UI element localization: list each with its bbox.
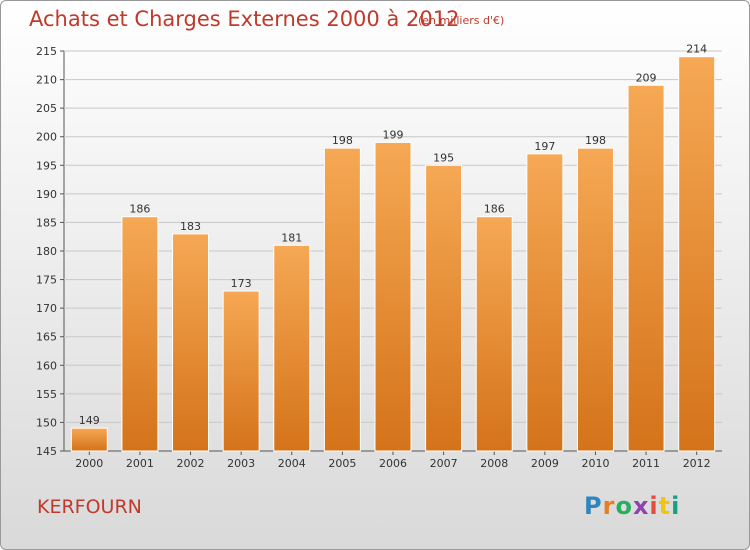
bar-2010 xyxy=(576,147,614,452)
commune-name: KERFOURN xyxy=(37,496,142,518)
x-tick-label-2002: 2002 xyxy=(177,457,205,470)
value-label-2008: 186 xyxy=(484,203,505,216)
bar-2005 xyxy=(323,147,361,452)
y-tick-label: 185 xyxy=(36,216,57,229)
chart-subtitle: (en milliers d'€) xyxy=(418,14,505,27)
y-tick-label: 155 xyxy=(36,388,57,401)
chart-title: Achats et Charges Externes 2000 à 2012 xyxy=(29,7,460,31)
logo-letter: x xyxy=(632,492,650,520)
bar-2003 xyxy=(222,290,260,452)
y-tick-label: 150 xyxy=(36,416,57,429)
logo-letter: t xyxy=(658,492,672,520)
value-label-2004: 181 xyxy=(281,231,302,244)
logo-letter: i xyxy=(649,492,659,520)
x-tick-label-2006: 2006 xyxy=(379,457,407,470)
value-label-2011: 209 xyxy=(636,71,657,84)
x-tick-label-2001: 2001 xyxy=(126,457,154,470)
value-label-2000: 149 xyxy=(79,414,100,427)
value-label-2012: 214 xyxy=(686,43,707,56)
y-tick-label: 165 xyxy=(36,331,57,344)
logo-letter: i xyxy=(671,492,681,520)
proxiti-logo[interactable]: Proxiti xyxy=(584,492,680,520)
x-tick-label-2009: 2009 xyxy=(531,457,559,470)
y-tick-label: 145 xyxy=(36,445,57,458)
x-tick-label-2010: 2010 xyxy=(581,457,609,470)
x-tick-label-2003: 2003 xyxy=(227,457,255,470)
value-label-2007: 195 xyxy=(433,151,454,164)
y-tick-label: 210 xyxy=(36,74,57,87)
bar-2002 xyxy=(172,233,210,452)
bar-2011 xyxy=(627,84,665,452)
bar-2004 xyxy=(273,244,311,452)
bar-2008 xyxy=(475,216,513,452)
x-tick-label-2011: 2011 xyxy=(632,457,660,470)
bar-2000 xyxy=(70,427,108,452)
logo-letter: o xyxy=(615,492,633,520)
y-tick-label: 205 xyxy=(36,102,57,115)
value-label-2010: 198 xyxy=(585,134,606,147)
logo-letter: P xyxy=(584,492,603,520)
x-tick-label-2007: 2007 xyxy=(430,457,458,470)
x-tick-label-2005: 2005 xyxy=(328,457,356,470)
y-tick-label: 195 xyxy=(36,159,57,172)
value-label-2005: 198 xyxy=(332,134,353,147)
bar-2012 xyxy=(678,56,716,452)
x-tick-label-2012: 2012 xyxy=(683,457,711,470)
value-label-2001: 186 xyxy=(129,203,150,216)
bar-2006 xyxy=(374,141,412,452)
x-tick-label-2004: 2004 xyxy=(278,457,306,470)
value-label-2009: 197 xyxy=(534,140,555,153)
bar-2001 xyxy=(121,216,159,452)
y-tick-label: 170 xyxy=(36,302,57,315)
y-tick-label: 200 xyxy=(36,131,57,144)
x-tick-label-2008: 2008 xyxy=(480,457,508,470)
bar-2009 xyxy=(526,153,564,452)
value-label-2003: 173 xyxy=(231,277,252,290)
logo-letter: r xyxy=(602,492,616,520)
y-tick-label: 175 xyxy=(36,274,57,287)
y-tick-label: 215 xyxy=(36,45,57,58)
bar-2007 xyxy=(425,164,463,452)
value-label-2006: 199 xyxy=(383,128,404,141)
x-tick-label-2000: 2000 xyxy=(75,457,103,470)
value-label-2002: 183 xyxy=(180,220,201,233)
y-tick-label: 180 xyxy=(36,245,57,258)
y-tick-label: 190 xyxy=(36,188,57,201)
y-tick-label: 160 xyxy=(36,359,57,372)
